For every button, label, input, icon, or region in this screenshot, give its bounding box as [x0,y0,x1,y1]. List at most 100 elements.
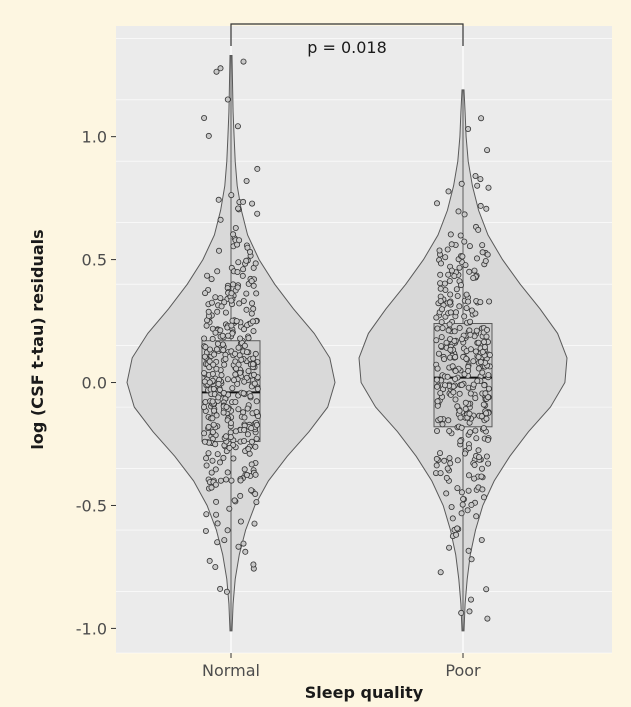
data-point [437,260,444,267]
data-point [486,351,493,358]
data-point [245,445,252,452]
data-point [479,348,486,355]
data-point [211,351,218,358]
data-point [248,300,255,307]
data-point [206,379,213,386]
data-point [447,309,454,316]
data-point [477,358,484,365]
data-point [253,421,260,428]
data-point [467,331,474,338]
data-point [473,513,480,520]
data-point [253,408,260,415]
data-point [215,380,222,387]
data-point [228,290,235,297]
data-point [213,498,220,505]
data-point [205,450,212,457]
data-point [253,290,260,297]
data-point [461,371,468,378]
data-point [485,184,492,191]
data-point [213,68,220,75]
data-point [214,340,221,347]
data-point [484,436,491,443]
data-point [448,241,455,248]
data-point [456,324,463,331]
data-point [465,487,472,494]
data-point [208,276,215,283]
data-point [466,268,473,275]
data-point [202,344,209,351]
data-point [223,433,230,440]
axes: -1.0 -0.5 0.0 0.5 1.0 Normal Poor Sleep quality… [28,128,481,702]
data-point [250,561,257,568]
data-point [484,147,491,154]
data-point [214,520,221,527]
data-point [237,477,244,484]
data-point [203,455,210,462]
data-point [213,346,220,353]
data-point [454,525,461,532]
data-point [240,266,247,273]
data-point [456,390,463,397]
data-point [471,475,478,482]
data-point [436,450,443,457]
data-point [248,425,255,432]
y-tick-label: 1.0 [82,128,107,147]
data-point [451,337,458,344]
significance-annotation: p = 0.018 [230,23,464,57]
data-point [220,389,227,396]
data-point [486,298,493,305]
data-point [232,428,239,435]
data-point [466,243,473,250]
data-point [254,210,261,217]
data-point [238,356,245,363]
data-point [236,237,243,244]
data-point [445,271,452,278]
data-point [208,299,215,306]
data-point [254,385,261,392]
data-point [463,291,470,298]
data-point [244,431,251,438]
data-point [228,477,235,484]
data-point [466,608,473,615]
data-point [475,447,482,454]
data-point [214,451,221,458]
data-point [235,406,242,413]
data-point [477,176,484,183]
data-point [203,462,210,469]
data-point [243,177,250,184]
data-point [438,334,445,341]
data-point [458,489,465,496]
data-point [237,335,244,342]
data-point [201,438,208,445]
data-point [484,251,491,258]
data-point [227,420,234,427]
data-point [250,305,257,312]
data-point [442,254,449,261]
data-point [241,378,248,385]
data-point [467,429,474,436]
data-point [458,180,465,187]
data-point [214,308,221,315]
data-point [251,520,258,527]
data-point [216,386,223,393]
data-point [230,377,237,384]
data-point [215,247,222,254]
data-point [201,353,208,360]
data-point [202,290,209,297]
data-point [475,226,482,233]
data-point [250,355,257,362]
data-point [473,327,480,334]
data-point [248,438,255,445]
data-point [253,398,260,405]
data-point [221,299,228,306]
data-point [480,401,487,408]
data-point [206,557,213,564]
data-point [217,327,224,334]
data-point [221,361,228,368]
data-point [234,123,241,130]
data-point [478,115,485,122]
data-point [248,310,255,317]
data-point [478,473,485,480]
data-point [230,231,237,238]
